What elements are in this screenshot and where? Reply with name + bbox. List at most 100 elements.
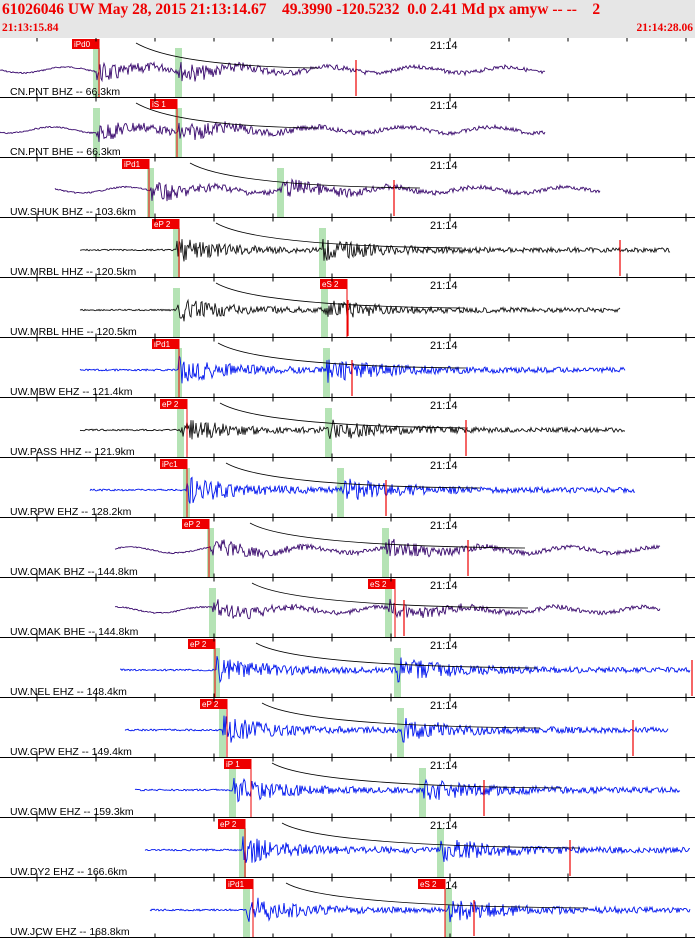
- coda-curve: [135, 42, 319, 69]
- p-window: [213, 648, 220, 698]
- s-window: [323, 348, 330, 398]
- minute-label: 21:14: [430, 700, 458, 712]
- end-time: 21:14:28.06: [636, 22, 693, 34]
- pick-flag: [122, 159, 149, 169]
- pick-flag: [160, 399, 187, 409]
- pick-label: eP 2: [220, 820, 237, 829]
- p-window: [173, 288, 180, 338]
- s-window: [321, 288, 328, 338]
- minute-label: 21:14: [430, 160, 458, 172]
- pick-flag: [72, 39, 99, 49]
- event-header: 61026046 UW May 28, 2015 21:13:14.67 49.…: [0, 0, 695, 38]
- pick-flag: [218, 819, 245, 829]
- pick-label: iPd0: [74, 40, 91, 49]
- minute-label: 21:14: [430, 640, 458, 652]
- station-label: CN.PNT BHZ -- 66.3km: [10, 86, 120, 98]
- station-label: UW.GMW EHZ -- 159.3km: [10, 806, 134, 818]
- coda-curve: [261, 702, 541, 729]
- station-label: UW.MRBL HHZ -- 120.5km: [10, 266, 136, 278]
- s-window: [445, 888, 452, 938]
- minute-label: 21:14: [430, 220, 458, 232]
- p-window: [207, 528, 214, 578]
- pick-label: eS 2: [420, 880, 437, 889]
- minute-label: 21:14: [430, 40, 458, 52]
- s-window: [397, 708, 404, 758]
- waveform-trace: [134, 777, 681, 803]
- station-label: CN.PNT BHE -- 66.3km: [10, 146, 121, 158]
- pick-flag: [200, 699, 227, 709]
- station-label: UW.OMAK BHE -- 144.8km: [10, 626, 139, 638]
- pick-flag: [224, 759, 251, 769]
- s-window: [175, 108, 182, 158]
- waveform-trace: [79, 298, 621, 322]
- minute-label: 21:14: [430, 760, 458, 772]
- waveform-trace: [89, 476, 636, 504]
- coda-curve: [255, 642, 538, 669]
- pick-flag: [160, 459, 187, 469]
- minute-label: 21:14: [430, 100, 458, 112]
- pick-label: eP 2: [190, 640, 207, 649]
- pick-label: iPc1: [162, 460, 178, 469]
- pick-flag: [150, 99, 177, 109]
- coda-curve: [271, 762, 563, 789]
- pick-label: eP 2: [154, 220, 171, 229]
- minute-label: 21:14: [430, 280, 458, 292]
- pick-label: eS 2: [370, 580, 387, 589]
- station-label: UW.GPW EHZ -- 149.4km: [10, 746, 132, 758]
- coda-curve: [219, 402, 469, 429]
- waveform-trace: [54, 177, 601, 202]
- waveform-trace: [0, 61, 546, 83]
- p-window: [239, 828, 246, 878]
- p-window: [209, 588, 216, 638]
- station-label: UW.MBW EHZ -- 121.4km: [10, 386, 133, 398]
- s-window: [385, 588, 392, 638]
- waveform-trace: [144, 836, 691, 863]
- p-window: [147, 168, 154, 218]
- p-window: [229, 768, 236, 818]
- coda-curve: [215, 282, 465, 309]
- station-label: UW.OMAK BHZ -- 144.8km: [10, 566, 138, 578]
- pick-label: iPd1: [124, 160, 141, 169]
- pick-label: iP 1: [226, 760, 240, 769]
- coda-curve: [251, 582, 529, 609]
- s-window: [277, 168, 284, 218]
- minute-label: 21:14: [430, 820, 458, 832]
- pick-flag: [368, 579, 395, 589]
- minute-label: 21:14: [430, 460, 458, 472]
- waveform-trace: [114, 538, 661, 560]
- coda-curve: [135, 102, 319, 129]
- coda-curve: [225, 462, 481, 489]
- coda-curve: [285, 882, 589, 909]
- minute-label: 21:14: [430, 580, 458, 592]
- pick-label: iS 1: [152, 100, 166, 109]
- s-window: [319, 228, 326, 278]
- coda-curve: [215, 222, 463, 249]
- pick-label: eP 2: [202, 700, 219, 709]
- waveform-trace: [114, 598, 661, 620]
- p-window: [173, 228, 180, 278]
- pick-flag: [182, 519, 209, 529]
- pick-label: iPd1: [154, 340, 171, 349]
- waveform-trace: [0, 121, 546, 142]
- station-label: UW.NEL EHZ -- 148.4km: [10, 686, 127, 698]
- s-window: [419, 768, 426, 818]
- s-window: [382, 528, 389, 578]
- seismogram-panel[interactable]: 21:14 iPd0 CN.PNT BHZ -- 66.3km 21:14 iS 1 CN…: [0, 38, 695, 938]
- station-label: UW.SHUK BHZ -- 103.6km: [10, 206, 136, 218]
- pick-flag: [188, 639, 215, 649]
- pick-flag: [152, 339, 179, 349]
- coda-curve: [189, 162, 421, 189]
- minute-label: 21:14: [430, 340, 458, 352]
- pick-label: eS 2: [322, 280, 339, 289]
- p-window: [93, 108, 100, 158]
- waveform-trace: [149, 897, 691, 923]
- s-window: [337, 468, 344, 518]
- pick-flag: [418, 879, 445, 889]
- pick-flag: [320, 279, 347, 289]
- s-window: [437, 828, 444, 878]
- pick-label: eP 2: [184, 520, 201, 529]
- pick-label: eP 2: [162, 400, 179, 409]
- pick-label: iPd1: [228, 880, 245, 889]
- waveform-trace: [79, 419, 625, 440]
- station-label: UW.MRBL HHE -- 120.5km: [10, 326, 137, 338]
